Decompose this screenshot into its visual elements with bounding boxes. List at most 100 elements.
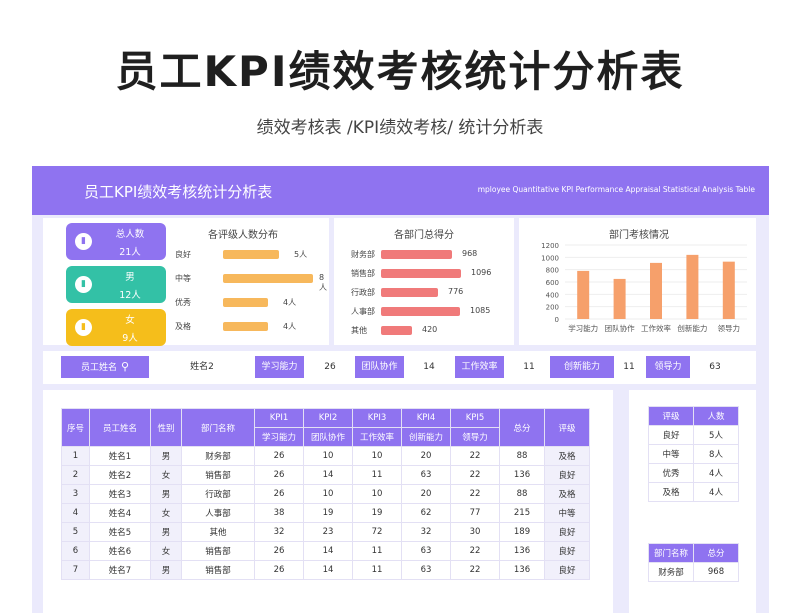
table-row: 2 姓名2 女销售部 26 14 11 63 22 136 良好 xyxy=(61,465,590,485)
table-cell: 姓名4 xyxy=(89,503,151,523)
table-cell: 女 xyxy=(150,503,182,523)
table-cell: 10 xyxy=(352,446,402,466)
side-header-row: 评级 人数 xyxy=(648,406,739,426)
dept-total-panel: 各部门总得分 财务部 968 销售部 1096 行政部 776 人事部 1085 其他 420 xyxy=(334,218,514,345)
chart-bar xyxy=(650,262,662,319)
y-tick-label: 800 xyxy=(546,267,559,275)
table-cell: 62 xyxy=(401,503,451,523)
table-cell: 215 xyxy=(499,503,545,523)
table-cell: 其他 xyxy=(181,522,255,542)
sheet-header: 员工KPI绩效考核统计分析表 mployee Quantitative KPI … xyxy=(32,166,769,215)
side-cell: 财务部 xyxy=(648,562,694,582)
side-row: 及格 4人 xyxy=(648,482,739,502)
summary-panel: ▮ 总人数 21人 ▮ 男 12人 ▮ 女 9人 各评级人数分布 良好 5人 中等 8人 优秀 4人 及格 4… xyxy=(43,218,329,346)
dept-label: 其他 xyxy=(351,326,367,335)
table-cell: 11 xyxy=(352,465,402,485)
rating-dist-row: 及格 4人 xyxy=(175,320,325,334)
kpi-header: KPI4 xyxy=(401,408,451,428)
table-cell: 22 xyxy=(450,465,500,485)
dept-label: 人事部 xyxy=(351,307,375,316)
dept-total-row: 人事部 1085 xyxy=(351,305,511,319)
chart-bar xyxy=(613,278,626,319)
rating-dist-title: 各评级人数分布 xyxy=(208,230,278,241)
table-cell: 10 xyxy=(303,484,353,504)
search-icon[interactable]: ⚲ xyxy=(120,360,130,373)
filter-kpi-value: 63 xyxy=(691,356,739,378)
rating-bar xyxy=(223,274,313,283)
table-cell: 77 xyxy=(450,503,500,523)
table-cell: 姓名3 xyxy=(89,484,151,504)
table-cell: 38 xyxy=(254,503,304,523)
x-tick-label: 团队协作 xyxy=(605,323,635,333)
dept-value: 968 xyxy=(462,249,478,258)
table-cell: 14 xyxy=(303,541,353,561)
table-cell: 6 xyxy=(61,541,90,561)
table-cell: 19 xyxy=(352,503,402,523)
main-title: 员工KPI绩效考核统计分析表 xyxy=(115,47,685,96)
table-cell: 2 xyxy=(61,465,90,485)
rating-label: 及格 xyxy=(175,322,191,331)
card-value: 12人 xyxy=(119,290,141,301)
filter-kpi-label: 创新能力 xyxy=(550,356,614,378)
rating-dist-row: 中等 8人 xyxy=(175,272,327,292)
table-cell: 26 xyxy=(254,560,304,580)
y-tick-label: 1200 xyxy=(541,242,559,250)
table-cell: 良好 xyxy=(544,541,590,561)
side-cell: 4人 xyxy=(693,463,739,483)
x-tick-label: 工作效率 xyxy=(641,323,671,333)
col-header: 员工姓名 xyxy=(89,408,151,447)
dept-bar-chart: 0 200 400 600 800 1000 1200 学习能力 团队协作 工作效率 创新能力 领导力 xyxy=(541,242,747,333)
dept-bar xyxy=(381,326,412,335)
x-tick-label: 创新能力 xyxy=(677,323,707,333)
table-cell: 22 xyxy=(450,446,500,466)
table-cell: 14 xyxy=(303,465,353,485)
male-icon: ▮ xyxy=(75,276,92,293)
dept-total-title: 各部门总得分 xyxy=(394,230,454,241)
table-cell: 3 xyxy=(61,484,90,504)
card-label: 男 xyxy=(125,272,135,283)
chart-bar xyxy=(722,261,735,319)
dept-bar xyxy=(381,307,460,316)
card-value: 21人 xyxy=(119,247,141,258)
kpi-subheader: 领导力 xyxy=(450,427,500,447)
y-tick-label: 400 xyxy=(546,291,559,299)
dept-chart-panel: 部门考核情况 0 200 400 600 800 1000 1200 学习能力 团队协作 工作效率… xyxy=(519,218,756,345)
filter-kpi-value: 14 xyxy=(405,356,453,378)
table-cell: 14 xyxy=(303,560,353,580)
dept-bar xyxy=(381,269,461,278)
rating-value: 8人 xyxy=(319,273,327,292)
kpi-subheader: 创新能力 xyxy=(401,427,451,447)
side-cell: 优秀 xyxy=(648,463,694,483)
y-tick-label: 0 xyxy=(555,316,559,324)
x-tick-label: 领导力 xyxy=(718,323,741,333)
side-header: 部门名称 xyxy=(648,543,694,563)
y-tick-label: 200 xyxy=(546,304,559,312)
table-cell: 63 xyxy=(401,465,451,485)
dept-value: 420 xyxy=(422,325,438,334)
table-cell: 10 xyxy=(303,446,353,466)
kpi-header: KPI2 xyxy=(303,408,353,428)
sheet-title: 员工KPI绩效考核统计分析表 xyxy=(84,183,273,201)
side-row: 财务部 968 xyxy=(648,562,739,582)
table-cell: 22 xyxy=(450,560,500,580)
dept-value: 776 xyxy=(448,287,464,296)
filter-kpi-label: 工作效率 xyxy=(455,356,504,378)
table-cell: 22 xyxy=(450,484,500,504)
employee-name-input[interactable]: 姓名2 xyxy=(151,356,253,378)
table-cell: 男 xyxy=(150,522,182,542)
dept-total-row: 其他 420 xyxy=(351,324,511,338)
table-cell: 136 xyxy=(499,560,545,580)
col-header: 评级 xyxy=(544,408,590,447)
table-row: 6 姓名6 女销售部 26 14 11 63 22 136 良好 xyxy=(61,541,590,561)
table-cell: 10 xyxy=(352,484,402,504)
dept-total-row: 财务部 968 xyxy=(351,248,511,262)
rating-label: 中等 xyxy=(175,274,191,283)
table-cell: 及格 xyxy=(544,484,590,504)
table-cell: 销售部 xyxy=(181,560,255,580)
dept-bar xyxy=(381,250,452,259)
side-header: 总分 xyxy=(693,543,739,563)
table-cell: 30 xyxy=(450,522,500,542)
table-cell: 63 xyxy=(401,560,451,580)
col-header: 序号 xyxy=(61,408,90,447)
rating-bar xyxy=(223,322,268,331)
